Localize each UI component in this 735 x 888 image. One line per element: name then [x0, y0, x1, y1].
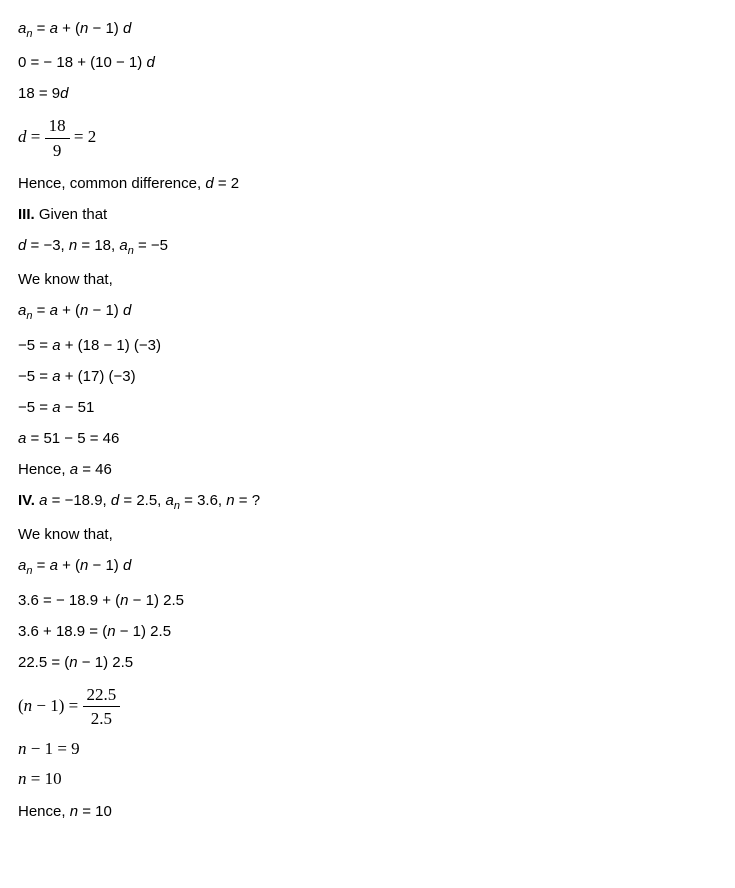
fraction: 22.5 2.5 — [83, 683, 121, 732]
math-line: a = 51 − 5 = 46 — [18, 428, 717, 449]
math-line: −5 = a + (18 − 1) (−3) — [18, 335, 717, 356]
text: = 46 — [78, 461, 112, 478]
text-line: Hence, n = 10 — [18, 801, 717, 822]
fraction-numerator: 22.5 — [83, 683, 121, 708]
text-line: Hence, common difference, d = 2 — [18, 173, 717, 194]
fraction: 18 9 — [45, 114, 70, 163]
text: Hence, — [18, 461, 70, 478]
text: = 2 — [214, 175, 239, 192]
section-header: III. Given that — [18, 204, 717, 225]
math-line: an = a + (n − 1) d — [18, 18, 717, 42]
section-number: IV. — [18, 492, 35, 509]
text-line: We know that, — [18, 269, 717, 290]
text: Hence, common difference, — [18, 175, 205, 192]
fraction-result: 2 — [88, 128, 97, 147]
fraction-numerator: 18 — [45, 114, 70, 139]
math-fraction-line: d = 18 9 = 2 — [18, 114, 717, 163]
text-line: We know that, — [18, 524, 717, 545]
text-line: Hence, a = 46 — [18, 459, 717, 480]
math-fraction-line: (n − 1) = 22.5 2.5 — [18, 683, 717, 732]
math-line: 0 = − 18 + (10 − 1) d — [18, 52, 717, 73]
section-number: III. — [18, 206, 35, 223]
math-line: 3.6 = − 18.9 + (n − 1) 2.5 — [18, 590, 717, 611]
variable: d — [205, 175, 213, 192]
text: Given that — [35, 206, 108, 223]
math-line: an = a + (n − 1) d — [18, 300, 717, 324]
math-line: −5 = a + (17) (−3) — [18, 366, 717, 387]
math-line: 3.6 + 18.9 = (n − 1) 2.5 — [18, 621, 717, 642]
math-line: an = a + (n − 1) d — [18, 555, 717, 579]
math-line: 22.5 = (n − 1) 2.5 — [18, 652, 717, 673]
text: Hence, — [18, 803, 70, 820]
math-line: −5 = a − 51 — [18, 397, 717, 418]
section-header: IV. a = −18.9, d = 2.5, an = 3.6, n = ? — [18, 490, 717, 514]
math-line: n − 1 = 9 — [18, 737, 717, 761]
text: = 10 — [78, 803, 112, 820]
fraction-denominator: 2.5 — [83, 707, 121, 731]
math-line: 18 = 9d — [18, 83, 717, 104]
fraction-lhs: d — [18, 128, 27, 147]
variable: n — [70, 803, 78, 820]
variable: a — [70, 461, 78, 478]
math-line: d = −3, n = 18, an = −5 — [18, 235, 717, 259]
fraction-denominator: 9 — [45, 139, 70, 163]
math-line: n = 10 — [18, 767, 717, 791]
